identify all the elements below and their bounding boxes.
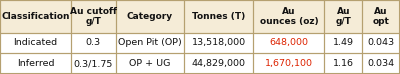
Bar [0,33,71,53]
Bar [0,53,71,74]
Text: 13,518,000: 13,518,000 [192,38,246,47]
Bar [71,33,116,53]
Bar [0,33,400,53]
Bar [116,53,184,74]
Text: Category: Category [127,12,173,21]
Text: 0.034: 0.034 [368,59,395,68]
Text: Tonnes (T): Tonnes (T) [192,12,246,21]
Text: Au
opt: Au opt [373,7,390,26]
Bar [184,33,253,53]
Bar [71,0,116,33]
Text: 0.3/1.75: 0.3/1.75 [74,59,113,68]
Text: 44,829,000: 44,829,000 [192,59,246,68]
Bar [324,33,362,53]
Bar [362,0,400,33]
Text: 1.49: 1.49 [333,38,354,47]
Text: Inferred: Inferred [17,59,54,68]
Bar [71,53,116,74]
Text: 1,670,100: 1,670,100 [265,59,313,68]
Text: 1.16: 1.16 [333,59,354,68]
Text: Open Pit (OP): Open Pit (OP) [118,38,182,47]
Text: Au
ounces (oz): Au ounces (oz) [260,7,318,26]
Bar [184,53,253,74]
Bar [253,53,324,74]
Text: Indicated: Indicated [14,38,58,47]
Text: Classification: Classification [1,12,70,21]
Bar [362,53,400,74]
Bar [0,0,71,33]
Bar [253,0,324,33]
Bar [116,33,184,53]
Bar [362,33,400,53]
Bar [184,0,253,33]
Bar [0,0,400,33]
Bar [116,0,184,33]
Bar [253,33,324,53]
Bar [324,53,362,74]
Bar [0,53,400,74]
Text: 0.3: 0.3 [86,38,101,47]
Text: Au cutoff
g/T: Au cutoff g/T [70,7,117,26]
Text: 648,000: 648,000 [269,38,308,47]
Text: Au
g/T: Au g/T [335,7,351,26]
Bar [324,0,362,33]
Text: OP + UG: OP + UG [129,59,171,68]
Text: 0.043: 0.043 [368,38,395,47]
